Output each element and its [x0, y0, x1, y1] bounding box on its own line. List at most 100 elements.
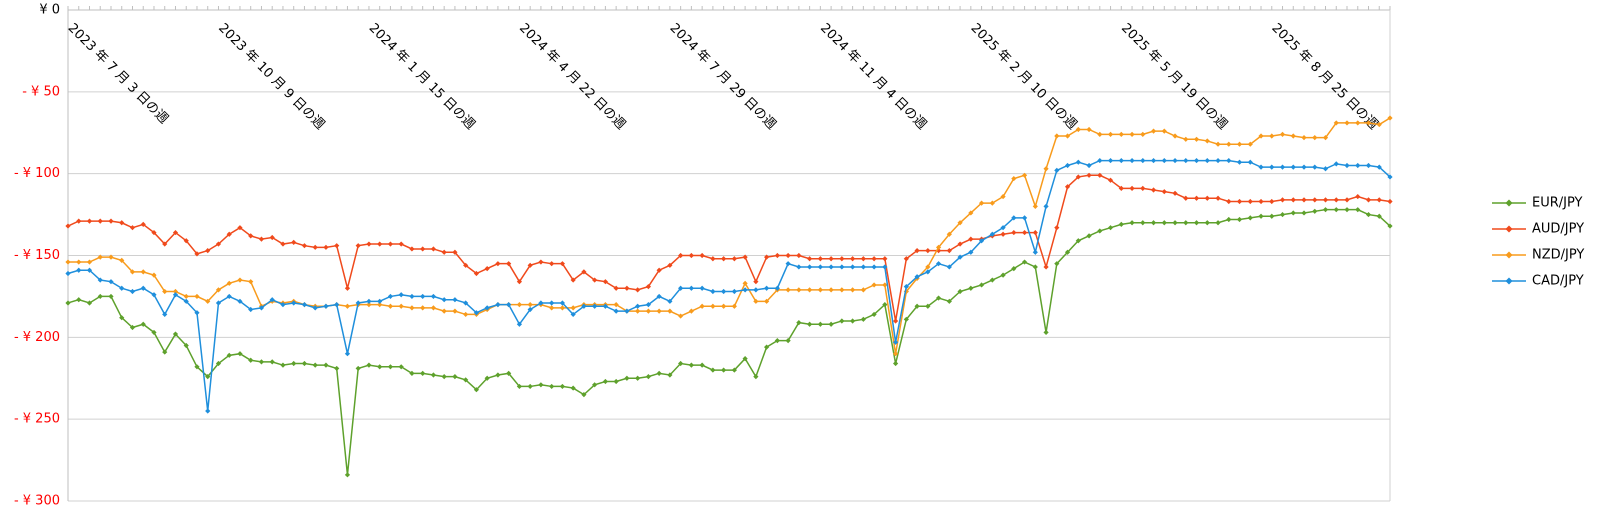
data-point: [1279, 131, 1286, 137]
data-point: [291, 239, 297, 246]
data-point: [97, 254, 103, 260]
data-point: [1258, 198, 1264, 205]
data-point: [892, 351, 899, 357]
data-point: [817, 256, 823, 262]
data-point: [774, 285, 780, 291]
data-point: [688, 362, 694, 368]
data-point: [721, 256, 727, 262]
data-point: [387, 293, 394, 300]
data-point: [624, 285, 630, 291]
data-point: [237, 298, 243, 304]
data-point: [1140, 220, 1146, 226]
data-point: [344, 351, 351, 357]
legend-label: AUD/JPY: [1532, 222, 1584, 237]
data-point: [860, 264, 866, 270]
data-point: [1032, 203, 1038, 209]
data-point: [581, 392, 587, 398]
data-point: [140, 285, 146, 291]
data-point: [1355, 207, 1361, 213]
x-tick-label: 2025 年 2 月 10 日の週: [968, 21, 1080, 133]
data-point: [1193, 195, 1200, 201]
data-point: [1043, 264, 1049, 270]
data-point: [248, 306, 254, 313]
data-point: [860, 256, 866, 262]
data-point: [957, 254, 963, 260]
data-point: [65, 259, 71, 265]
data-point: [377, 241, 383, 247]
data-point: [151, 272, 157, 278]
data-point: [1301, 197, 1307, 203]
data-point: [1269, 213, 1275, 219]
data-point: [506, 261, 512, 267]
data-point: [968, 285, 974, 291]
data-point: [549, 383, 555, 390]
data-point: [1000, 193, 1006, 200]
data-point: [1086, 126, 1092, 133]
y-tick-label: - ¥ 50: [22, 84, 60, 99]
data-point: [527, 302, 533, 308]
data-point: [495, 261, 501, 267]
data-point: [1376, 121, 1382, 128]
data-point: [387, 303, 394, 309]
data-point: [516, 321, 523, 327]
data-point: [602, 279, 608, 285]
data-point: [183, 298, 189, 304]
data-point: [1355, 162, 1361, 169]
data-point: [1183, 220, 1189, 226]
data-point: [785, 252, 791, 259]
data-point: [516, 383, 523, 390]
data-point: [1258, 164, 1264, 170]
data-point: [914, 274, 920, 280]
data-point: [807, 256, 813, 262]
data-point: [237, 351, 243, 357]
data-point: [463, 300, 469, 306]
data-point: [1011, 229, 1017, 236]
data-point: [1129, 157, 1135, 164]
legend-marker: [1505, 199, 1513, 207]
data-point: [1097, 131, 1103, 137]
data-point: [785, 287, 791, 293]
data-point: [1215, 141, 1221, 147]
legend-label: CAD/JPY: [1532, 274, 1584, 289]
data-point: [269, 359, 275, 365]
data-point: [828, 256, 834, 262]
data-point: [796, 287, 802, 293]
data-point: [871, 264, 877, 270]
data-point: [76, 267, 82, 273]
data-point: [1150, 128, 1157, 134]
data-point: [1193, 157, 1200, 164]
data-point: [323, 362, 329, 368]
data-point: [645, 283, 651, 290]
data-point: [538, 382, 544, 388]
data-point: [699, 303, 705, 309]
data-point: [1150, 220, 1157, 226]
data-point: [1064, 249, 1071, 255]
data-point: [1387, 174, 1393, 180]
data-point: [387, 241, 394, 247]
data-point: [1269, 198, 1275, 205]
data-point: [667, 262, 673, 268]
data-point: [678, 313, 684, 319]
data-point: [710, 367, 716, 373]
legend-label: EUR/JPY: [1532, 196, 1583, 211]
data-point: [172, 331, 179, 337]
data-point: [1075, 126, 1081, 133]
data-point: [699, 252, 705, 259]
data-point: [1107, 131, 1114, 137]
data-point: [989, 277, 995, 283]
data-point: [280, 362, 286, 368]
data-point: [215, 287, 222, 293]
data-point: [828, 321, 834, 327]
data-point: [119, 257, 125, 264]
data-point: [495, 372, 501, 378]
data-point: [1387, 223, 1393, 229]
data-point: [1161, 220, 1167, 226]
data-point: [495, 302, 501, 308]
data-point: [129, 288, 136, 295]
data-point: [871, 311, 877, 318]
y-tick-label: - ¥ 150: [14, 248, 60, 263]
data-point: [248, 233, 254, 239]
data-point: [613, 378, 619, 385]
data-point: [183, 342, 189, 349]
data-point: [1236, 141, 1243, 147]
